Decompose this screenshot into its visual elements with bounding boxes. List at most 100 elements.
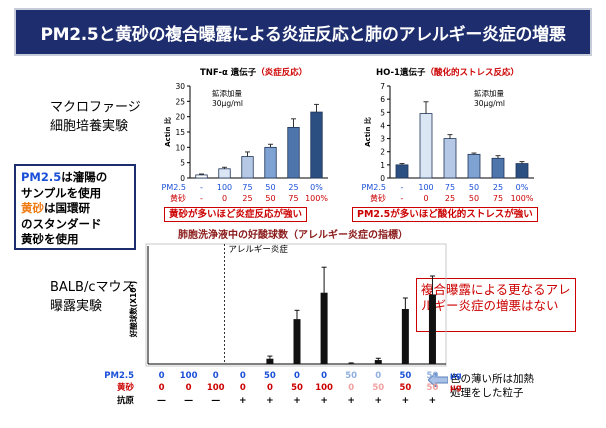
- bar: [401, 309, 409, 364]
- y-tick-label: 1: [380, 161, 385, 170]
- kosa-category-label: 100%: [511, 194, 534, 203]
- antigen-category-label: +: [347, 396, 355, 406]
- pm25-category-label: 75: [242, 183, 252, 192]
- effect-note-box: 複合曝露による更なるアレルギー炎症の増悪はない: [416, 278, 576, 332]
- bar: [395, 164, 409, 179]
- pm25-category-label: 0: [294, 371, 300, 381]
- bar: [347, 363, 355, 364]
- pm25-category-label: 50: [469, 183, 479, 192]
- section-label-line-1: マクロファージ: [50, 100, 141, 115]
- y-tick-label: 5: [380, 108, 385, 117]
- section-cell-culture-label: マクロファージ 細胞培養実験: [50, 98, 141, 136]
- y-tick-label: 25: [175, 97, 185, 106]
- pm25-category-label: 50: [345, 371, 357, 381]
- note-line: サンプルを使用: [21, 186, 129, 202]
- pm25-category-label: 25: [493, 183, 503, 192]
- pm25-row-label: PM2.5: [362, 183, 386, 192]
- kosa-category-label: 50: [291, 383, 303, 393]
- note-line: PM2.5は瀋陽の: [21, 170, 129, 186]
- kosa-row-label: 黄砂: [170, 193, 186, 203]
- y-tick-label: 0: [380, 174, 385, 183]
- antigen-category-label: +: [320, 396, 328, 406]
- kosa-category-label: 100: [315, 383, 333, 393]
- y-axis-label: 好酸球数(X10⁴): [128, 281, 138, 338]
- kosa-category-label: 50: [372, 383, 384, 393]
- antigen-category-label: +: [293, 396, 301, 406]
- pm25-category-label: 50: [427, 371, 439, 381]
- note-line: のスタンダード: [21, 217, 129, 233]
- heat-note-line-1: 色の薄い所は加熱: [450, 373, 534, 385]
- pm25-category-label: 100: [180, 371, 198, 381]
- note-segment: は国環研: [44, 201, 90, 215]
- pm25-category-label: 50: [399, 371, 411, 381]
- bar: [310, 111, 323, 179]
- kosa-category-label: 50: [265, 194, 275, 203]
- pm25-category-label: 0: [375, 371, 381, 381]
- bar: [491, 157, 505, 179]
- kosa-category-label: 100: [207, 383, 225, 393]
- pm25-category-label: 25: [288, 183, 298, 192]
- kosa-category-label: 50: [469, 194, 479, 203]
- kosa-category-label: 0: [240, 383, 246, 393]
- note-line: 黄砂を使用: [21, 232, 129, 248]
- pm25-category-label: 100: [418, 183, 433, 192]
- pm25-category-label: 0: [159, 371, 165, 381]
- pm25-category-label: 0: [213, 371, 219, 381]
- bar: [266, 358, 274, 364]
- inset-label-1: 鉱添加量: [474, 88, 504, 98]
- kosa-category-label: -: [401, 194, 404, 203]
- y-tick-label: 10: [175, 143, 185, 152]
- note-segment: サンプルを使用: [21, 185, 102, 200]
- pm25-category-label: -: [401, 183, 404, 192]
- bar: [467, 153, 481, 179]
- bar: [515, 163, 529, 179]
- pm25-category-label: -: [200, 183, 203, 192]
- bar: [241, 156, 254, 179]
- section-label-line-2: 細胞培養実験: [50, 119, 129, 134]
- pm25-category-label: 0%: [310, 183, 323, 192]
- bar: [428, 294, 436, 364]
- kosa-category-label: 0: [159, 383, 165, 393]
- antigen-category-label: +: [402, 396, 410, 406]
- kosa-category-label: 25: [242, 194, 252, 203]
- y-axis-label: Actin 比: [363, 117, 372, 147]
- ho1-tip-box: PM2.5が多いほど酸化的ストレスが強い: [352, 207, 538, 222]
- y-tick-label: 3: [380, 135, 385, 144]
- pm25-category-label: 50: [265, 183, 275, 192]
- y-axis-label: Actin 比: [163, 117, 172, 147]
- kosa-category-label: -: [200, 194, 203, 203]
- pm25-category-label: 50: [264, 371, 276, 381]
- pm25-category-label: 75: [445, 183, 455, 192]
- kosa-category-label: 0: [423, 194, 428, 203]
- y-tick-label: 2: [380, 148, 385, 157]
- antigen-category-label: —: [211, 396, 220, 406]
- inset-label-2: 30μg/ml: [474, 99, 505, 108]
- pm25-row-label: PM2.5: [162, 183, 186, 192]
- kosa-category-label: 50: [427, 383, 439, 393]
- bar: [374, 360, 382, 364]
- section-label-line-2: 曝露実験: [50, 299, 103, 314]
- chart-title-sub: （酸化的ストレス反応）: [425, 67, 519, 78]
- tnf-tip-box: 黄砂が多いほど炎症反応が強い: [164, 207, 308, 222]
- allergy-label: アレルギー炎症: [228, 244, 288, 255]
- kosa-category-label: 75: [288, 194, 298, 203]
- chart-title: TNF-α 遺伝子（炎症反応）: [200, 67, 307, 78]
- y-tick-label: 15: [175, 128, 185, 137]
- bar: [293, 319, 301, 364]
- y-tick-label: 7: [380, 82, 385, 91]
- kosa-category-label: 100%: [305, 194, 328, 203]
- sample-note-box: PM2.5は瀋陽の サンプルを使用 黄砂は国環研のスタンダード 黄砂を使用: [14, 164, 136, 250]
- kosa-category-label: 0: [348, 383, 354, 393]
- note-segment: 黄砂を使用: [21, 232, 79, 246]
- eosinophil-chart: 肺胞洗浄液中の好酸球数（アレルギー炎症の指標） 好酸球数(X10⁴) アレルギー炎症…: [104, 228, 462, 406]
- note-segment: 黄砂: [21, 201, 44, 215]
- slide-title: PM2.5と黄砂の複合曝露による炎症反応と肺のアレルギー炎症の増悪: [40, 24, 566, 45]
- antigen-category-label: —: [157, 396, 166, 406]
- pm25-category-label: 0: [240, 371, 246, 381]
- kosa-category-label: 25: [445, 194, 455, 203]
- bar: [320, 292, 328, 364]
- pm25-unit-label: μg: [450, 371, 462, 380]
- kosa-category-label: 0: [222, 194, 227, 203]
- tnf-chart: TNF-α 遺伝子（炎症反応） 0 5 10 15 20 25 30 Actin 比 鉱添加量30…: [162, 67, 329, 203]
- y-tick-label: 4: [380, 121, 385, 130]
